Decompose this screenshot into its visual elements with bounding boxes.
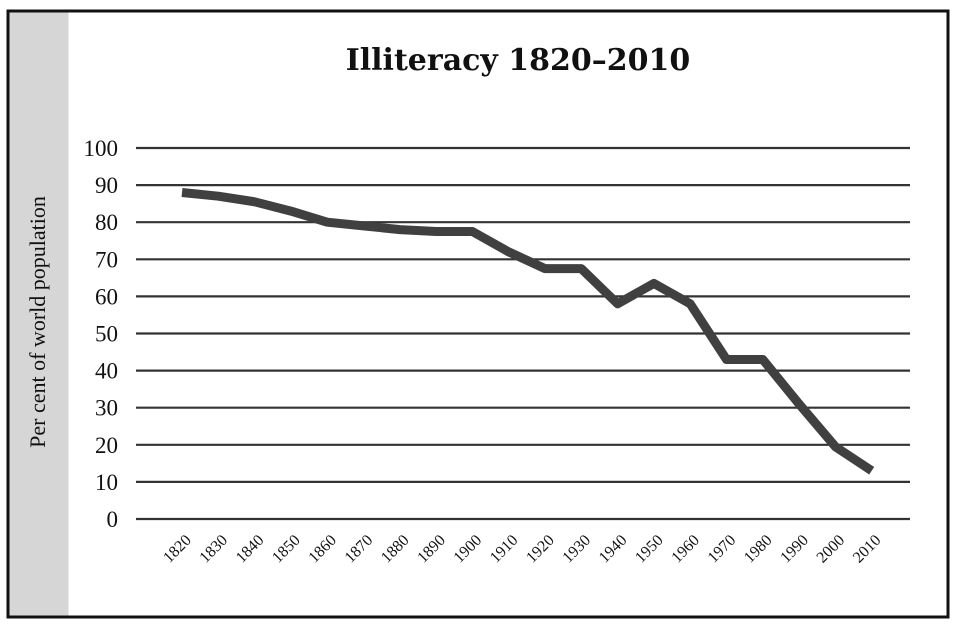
series-line bbox=[181, 188, 875, 475]
y-tick-label: 20 bbox=[95, 433, 118, 458]
y-tick-label: 60 bbox=[95, 284, 118, 309]
y-tick-label: 30 bbox=[95, 396, 118, 421]
chart-title: Illiteracy 1820–2010 bbox=[346, 43, 691, 78]
y-tick-label: 70 bbox=[95, 247, 118, 272]
y-tick-label: 100 bbox=[84, 136, 119, 161]
y-tick-label: 10 bbox=[95, 470, 118, 495]
y-tick-label: 50 bbox=[95, 322, 118, 347]
chart-frame bbox=[6, 9, 950, 619]
y-label-sidebar bbox=[9, 12, 69, 616]
y-tick-label: 90 bbox=[95, 173, 118, 198]
series-layer bbox=[181, 188, 875, 475]
y-tick-label: 0 bbox=[107, 507, 119, 532]
y-tick-label: 80 bbox=[95, 210, 118, 235]
y-tick-label: 40 bbox=[95, 359, 118, 384]
y-tick-labels: 0 10 20 30 40 50 60 70 80 90 100 bbox=[84, 136, 119, 532]
gridlines bbox=[136, 146, 910, 521]
y-axis-label: Per cent of world population bbox=[25, 196, 50, 448]
